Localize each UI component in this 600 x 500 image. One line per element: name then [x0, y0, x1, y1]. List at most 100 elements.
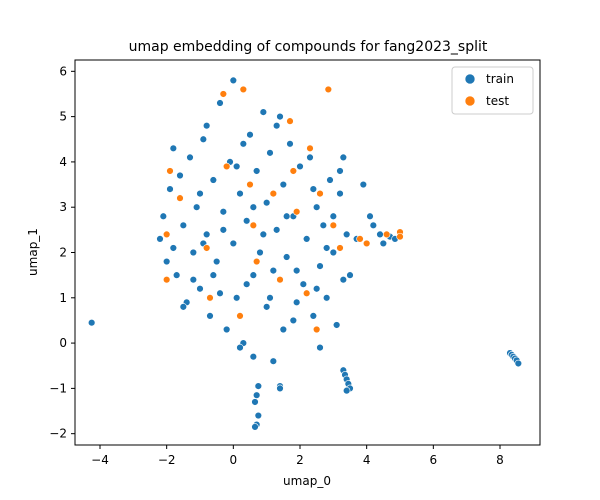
- legend-marker-train: [464, 73, 476, 85]
- point-train-57: [326, 176, 334, 184]
- y-axis-ticks: −2 −1 0 1 2 3 4 5 6: [49, 64, 75, 441]
- point-train-65: [202, 121, 211, 130]
- point-train-50: [302, 235, 311, 243]
- point-train-25: [232, 294, 241, 302]
- point-train-39: [269, 266, 278, 275]
- point-train-74: [369, 221, 378, 230]
- point-train-110: [196, 189, 204, 198]
- point-train-102: [216, 289, 224, 297]
- point-test-25: [396, 232, 404, 241]
- point-test-8: [202, 244, 211, 252]
- x-axis-ticks: −4 −2 0 2 4 6 8: [91, 445, 504, 467]
- point-train-59: [332, 321, 341, 329]
- point-train-52: [309, 312, 318, 320]
- point-train-82: [251, 398, 259, 406]
- point-train-12: [192, 203, 201, 211]
- point-test-22: [362, 239, 371, 248]
- point-train-113: [266, 294, 274, 302]
- point-test-13: [329, 221, 338, 230]
- x-tick-label: 2: [296, 453, 304, 467]
- point-train-70: [339, 153, 348, 162]
- x-tick-label: 0: [230, 453, 238, 467]
- point-train-8: [179, 221, 188, 230]
- point-train-23: [229, 239, 238, 248]
- y-tick-label: 4: [59, 155, 67, 169]
- point-train-16: [206, 312, 214, 320]
- point-train-64: [179, 303, 188, 311]
- y-axis-label: umap_1: [26, 228, 40, 276]
- point-train-106: [292, 266, 301, 275]
- point-train-63: [346, 271, 354, 279]
- point-train-33: [252, 167, 261, 175]
- point-test-3: [286, 117, 294, 125]
- point-train-114: [289, 316, 298, 325]
- point-train-20: [219, 208, 228, 216]
- point-train-34: [256, 248, 264, 257]
- y-tick-label: −1: [49, 381, 67, 395]
- point-train-30: [246, 131, 254, 139]
- point-train-31: [249, 271, 258, 279]
- point-test-16: [312, 325, 321, 334]
- point-train-6: [172, 271, 181, 279]
- x-tick-label: 6: [430, 453, 438, 467]
- point-test-2: [324, 85, 333, 94]
- x-tick-label: −2: [158, 453, 176, 467]
- point-train-99: [514, 359, 523, 368]
- point-test-4: [166, 167, 174, 175]
- point-train-108: [322, 244, 331, 252]
- x-axis-label: umap_0: [283, 474, 331, 488]
- point-train-58: [329, 248, 338, 257]
- point-train-47: [292, 298, 301, 307]
- point-train-69: [169, 144, 178, 153]
- point-train-100: [189, 275, 198, 284]
- point-train-87: [276, 384, 284, 393]
- point-train-2: [159, 212, 168, 220]
- legend-marker-test: [464, 95, 476, 107]
- point-train-42: [279, 325, 288, 334]
- point-train-105: [282, 212, 291, 220]
- point-train-51: [306, 153, 314, 162]
- point-train-80: [254, 382, 263, 390]
- point-train-32: [249, 352, 258, 361]
- point-train-18: [212, 257, 221, 266]
- point-train-103: [242, 280, 251, 288]
- point-train-17: [209, 176, 218, 184]
- x-tick-label: 4: [363, 453, 371, 467]
- point-train-0: [87, 319, 96, 327]
- point-test-12: [316, 189, 324, 198]
- point-train-81: [252, 391, 261, 399]
- point-test-23: [382, 230, 391, 239]
- y-tick-label: 5: [59, 110, 67, 124]
- point-train-53: [312, 203, 321, 211]
- point-test-14: [252, 257, 261, 266]
- point-train-37: [262, 198, 271, 207]
- point-train-15: [202, 230, 211, 239]
- point-test-6: [162, 230, 171, 239]
- point-train-11: [189, 248, 198, 257]
- point-train-76: [379, 239, 388, 248]
- point-test-26: [249, 221, 258, 230]
- point-train-40: [272, 226, 281, 234]
- y-tick-label: 6: [59, 64, 67, 78]
- y-tick-label: 0: [59, 336, 67, 350]
- point-train-115: [312, 285, 321, 293]
- point-test-10: [269, 189, 278, 198]
- point-test-1: [219, 90, 228, 98]
- point-train-116: [329, 212, 338, 220]
- point-train-66: [236, 343, 244, 352]
- points-layer: [87, 76, 523, 431]
- point-test-15: [302, 289, 311, 297]
- point-train-71: [336, 167, 344, 175]
- point-test-7: [162, 275, 171, 284]
- point-train-10: [186, 153, 194, 162]
- point-test-20: [336, 244, 344, 252]
- legend: train test: [451, 66, 534, 115]
- point-test-29: [222, 162, 231, 171]
- y-tick-label: 2: [59, 246, 67, 260]
- point-train-119: [272, 121, 281, 130]
- point-test-19: [276, 275, 284, 284]
- point-test-28: [306, 144, 314, 153]
- point-test-11: [292, 208, 301, 216]
- point-train-107: [309, 185, 318, 193]
